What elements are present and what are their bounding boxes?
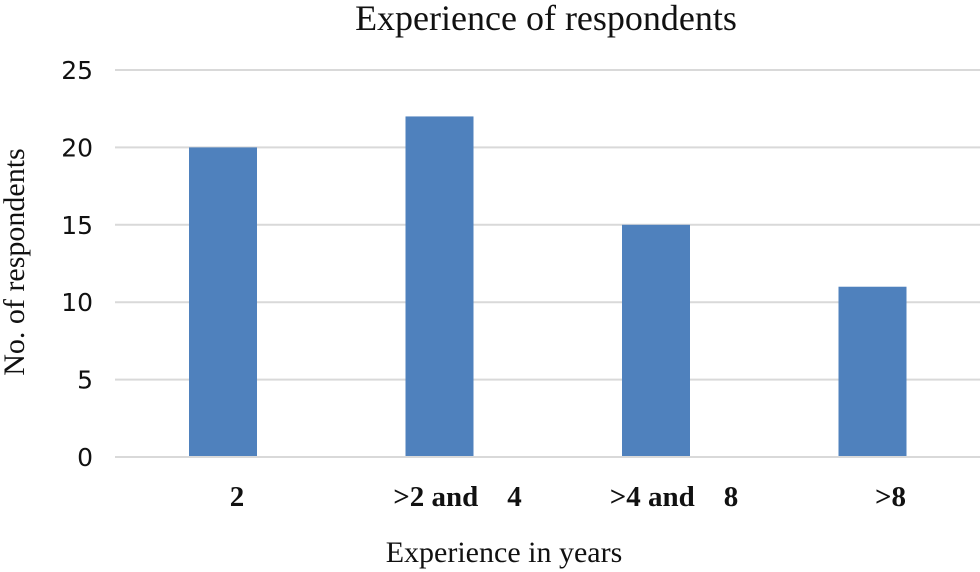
x-tick-label: >2 and 4: [393, 481, 522, 513]
bar: [189, 147, 257, 457]
bar: [622, 224, 690, 457]
y-tick-label: 15: [61, 211, 93, 240]
x-tick-label: >4 and 8: [610, 481, 739, 513]
chart-title: Experience of respondents: [355, 0, 737, 38]
y-axis-ticks: 0 5 10 15 20 25: [61, 56, 93, 472]
x-tick-label: >8: [875, 481, 906, 513]
y-tick-label: 20: [61, 133, 93, 162]
x-tick-label: 2: [230, 481, 245, 513]
gridlines: [115, 69, 980, 381]
y-tick-label: 10: [61, 288, 93, 317]
bars: [189, 116, 907, 457]
x-axis-label: Experience in years: [386, 536, 623, 569]
y-tick-label: 25: [61, 56, 93, 85]
bar: [838, 286, 907, 457]
y-tick-label: 0: [77, 443, 93, 472]
bar: [405, 116, 474, 457]
y-tick-label: 5: [77, 366, 93, 395]
x-axis-ticks: 2 >2 and 4 >4 and 8 >8: [230, 481, 906, 513]
y-axis-label: No. of respondents: [0, 148, 31, 375]
